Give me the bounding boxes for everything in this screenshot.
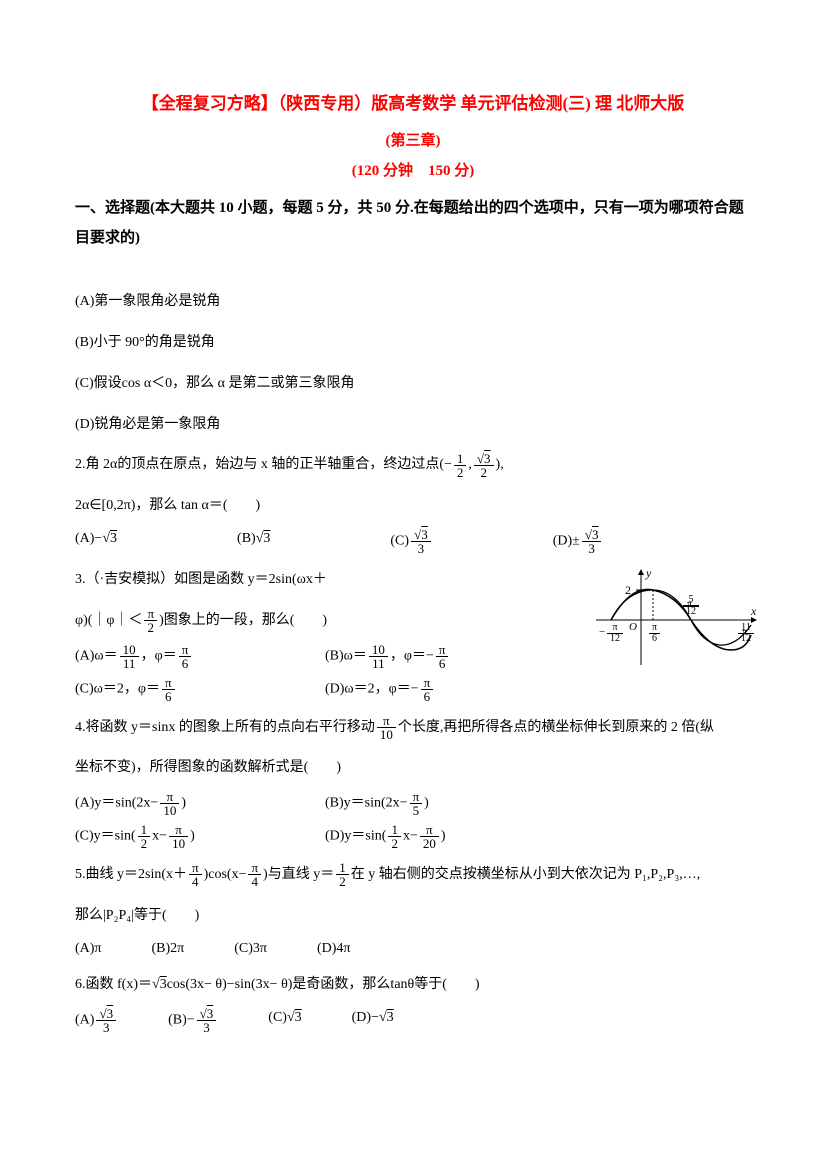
q4-opt-d: (D)y＝sin(12x−π20) — [325, 823, 446, 850]
q6-options: (A)√33 (B)−√33 (C)√3 (D)−√3 — [75, 1007, 751, 1034]
q3-opt-c: (C)ω＝2，φ＝π6 — [75, 676, 275, 703]
q4-opt-a: (A)y＝sin(2x−π10) — [75, 790, 275, 817]
frac-sqrt3-2: √32 — [474, 452, 494, 479]
q4-text2: 坐标不变)，所得图象的函数解析式是( ) — [75, 753, 751, 784]
title-chapter: (第三章) — [75, 129, 751, 153]
q3-opt-b: (B)ω＝1011，φ＝−π6 — [325, 643, 450, 670]
svg-text:π: π — [742, 627, 747, 638]
section-1-header: 一、选择题(本大题共 10 小题，每题 5 分，共 50 分.在每题给出的四个选… — [75, 193, 751, 253]
q2-opt-c: (C)√33 — [390, 528, 432, 555]
frac-pi-10: π10 — [377, 714, 396, 741]
q2-part1: 2.角 2α的顶点在原点，始边与 x 轴的正半轴重合，终边过点(− — [75, 457, 452, 472]
q1-option-c: (C)假设cos α＜0，那么 α 是第二或第三象限角 — [75, 369, 751, 400]
q6-opt-d: (D)−√3 — [352, 1007, 394, 1034]
q5-options: (A)π (B)2π (C)3π (D)4π — [75, 938, 751, 960]
q5-text2: 那么|P₂P₄|等于( ) — [75, 901, 751, 932]
q4-opt-c: (C)y＝sin(12x−π10) — [75, 823, 275, 850]
q5-opt-c: (C)3π — [234, 938, 267, 960]
q5-opt-b: (B)2π — [152, 938, 185, 960]
q2-opt-a: (A)−√3 — [75, 528, 117, 555]
q5-opt-a: (A)π — [75, 938, 102, 960]
title-time: (120 分钟 150 分) — [75, 159, 751, 183]
q1-option-d: (D)锐角必是第一象限角 — [75, 410, 751, 441]
q6-opt-b: (B)−√33 — [168, 1007, 218, 1034]
svg-text:y: y — [645, 566, 652, 580]
q3-block: 3.（·吉安模拟）如图是函数 y＝2sin(ωx＋ φ)(｜φ｜＜π2)图象上的… — [75, 565, 751, 703]
q1-option-b: (B)小于 90°的角是锐角 — [75, 328, 751, 359]
q3-opt-d: (D)ω＝2，φ＝−π6 — [325, 676, 435, 703]
svg-text:O: O — [629, 621, 637, 633]
frac-1-2: 12 — [454, 452, 467, 479]
q2-comma: , — [468, 457, 472, 472]
q1-option-a: (A)第一象限角必是锐角 — [75, 287, 751, 318]
frac-pi-2: π2 — [144, 607, 157, 634]
q4-text: 4.将函数 y＝sinx 的图象上所有的点向右平行移动π10个长度,再把所得各点… — [75, 713, 751, 744]
q3-opt-a: (A)ω＝1011，φ＝π6 — [75, 643, 275, 670]
q4-options: (A)y＝sin(2x−π10) (B)y＝sin(2x−π5) (C)y＝si… — [75, 790, 751, 850]
svg-text:x: x — [750, 604, 757, 618]
q6-text: 6.函数 f(x)＝√3cos(3x− θ)−sin(3x− θ)是奇函数，那么… — [75, 970, 751, 1001]
q4-opt-b: (B)y＝sin(2x−π5) — [325, 790, 429, 817]
q2-line2: 2α∈[0,2π)，那么 tan α＝( ) — [75, 491, 751, 522]
q2-paren: ), — [496, 457, 504, 472]
q2-opt-b: (B)√3 — [237, 528, 270, 555]
svg-text:π: π — [687, 599, 692, 610]
q5-opt-d: (D)4π — [317, 938, 351, 960]
q2-options: (A)−√3 (B)√3 (C)√33 (D)±√33 — [75, 528, 751, 555]
q5-text: 5.曲线 y＝2sin(x＋π4)cos(x−π4)与直线 y＝12在 y 轴右… — [75, 860, 751, 891]
q6-opt-c: (C)√3 — [268, 1007, 301, 1034]
q2-text: 2.角 2α的顶点在原点，始边与 x 轴的正半轴重合，终边过点(−12,√32)… — [75, 450, 751, 481]
title-main: 【全程复习方略】（陕西专用）版高考数学 单元评估检测(三) 理 北师大版 — [75, 90, 751, 117]
q6-opt-a: (A)√33 — [75, 1007, 118, 1034]
sine-graph: y x O 2 − π12 π6 512 π 1112 π — [591, 565, 761, 675]
q2-opt-d: (D)±√33 — [553, 528, 604, 555]
svg-text:2: 2 — [625, 583, 631, 597]
